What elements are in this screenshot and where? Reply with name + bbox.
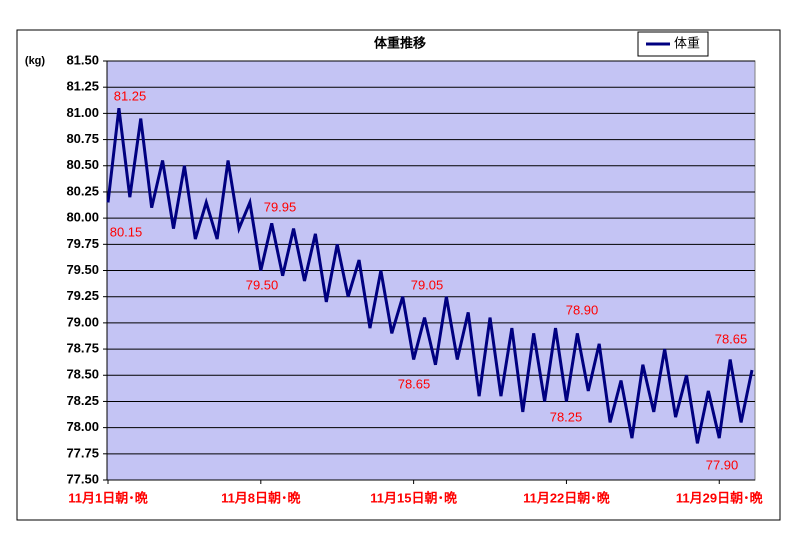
- y-tick-label: 81.00: [66, 105, 99, 120]
- y-unit: (kg): [25, 55, 46, 67]
- annotation: 80.15: [110, 224, 143, 239]
- annotation: 78.25: [550, 409, 583, 424]
- y-tick-label: 79.50: [66, 262, 99, 277]
- x-tick-label: 11月1日朝･晩: [68, 490, 147, 505]
- annotation: 81.25: [114, 88, 147, 103]
- y-tick-label: 79.25: [66, 288, 99, 303]
- y-tick-label: 80.25: [66, 183, 99, 198]
- annotation: 78.90: [566, 302, 599, 317]
- y-tick-label: 77.75: [66, 445, 99, 460]
- x-tick-label: 11月29日朝･晩: [676, 490, 763, 505]
- annotation: 78.65: [398, 376, 431, 391]
- y-tick-label: 79.00: [66, 314, 99, 329]
- y-tick-label: 80.00: [66, 210, 99, 225]
- chart-title: 体重推移: [374, 35, 426, 50]
- x-tick-label: 11月15日朝･晩: [370, 490, 457, 505]
- y-tick-label: 80.50: [66, 157, 99, 172]
- y-tick-label: 77.50: [66, 471, 99, 486]
- annotation: 78.65: [715, 331, 748, 346]
- x-tick-label: 11月8日朝･晩: [221, 490, 300, 505]
- annotation: 79.05: [411, 277, 444, 292]
- annotation: 79.95: [264, 199, 297, 214]
- y-tick-label: 79.75: [66, 236, 99, 251]
- series-line: [106, 107, 754, 444]
- legend-label: 体重: [674, 35, 700, 50]
- y-tick-label: 80.75: [66, 131, 99, 146]
- y-tick-label: 81.25: [66, 79, 99, 94]
- y-tick-label: 78.00: [66, 419, 99, 434]
- y-tick-label: 81.50: [66, 52, 99, 67]
- y-tick-label: 78.25: [66, 393, 99, 408]
- annotation: 77.90: [706, 457, 739, 472]
- x-tick-label: 11月22日朝･晩: [523, 490, 610, 505]
- annotation: 79.50: [246, 277, 279, 292]
- y-tick-label: 78.75: [66, 341, 99, 356]
- y-tick-label: 78.50: [66, 367, 99, 382]
